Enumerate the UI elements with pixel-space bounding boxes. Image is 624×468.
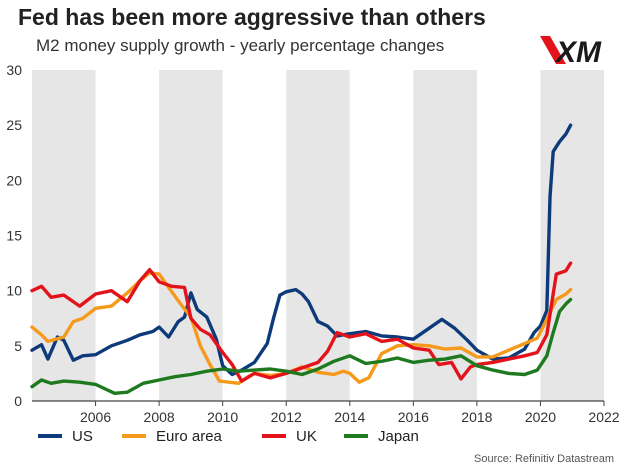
y-tick-label-5: 5 bbox=[14, 338, 22, 354]
x-tick-label-2010: 2010 bbox=[207, 409, 238, 425]
y-tick-label-25: 25 bbox=[6, 117, 22, 133]
logo-red-slash bbox=[540, 36, 566, 64]
y-tick-label-30: 30 bbox=[6, 62, 22, 78]
x-tick-label-2016: 2016 bbox=[398, 409, 429, 425]
y-tick-label-0: 0 bbox=[14, 393, 22, 409]
chart-title: Fed has been more aggressive than others bbox=[18, 4, 486, 30]
legend-item-euro-area: Euro area bbox=[122, 428, 223, 445]
x-tick-label-2014: 2014 bbox=[334, 409, 365, 425]
legend-label-us: US bbox=[72, 428, 93, 445]
xm-logo: XM bbox=[540, 36, 602, 69]
legend-label-uk: UK bbox=[296, 428, 317, 445]
legend-label-japan: Japan bbox=[378, 428, 419, 445]
x-tick-label-2018: 2018 bbox=[461, 409, 492, 425]
x-tick-label-2022: 2022 bbox=[588, 409, 619, 425]
shaded-band-0 bbox=[32, 70, 96, 401]
legend-item-japan: Japan bbox=[344, 428, 419, 445]
shaded-band-2 bbox=[286, 70, 350, 401]
x-tick-label-2008: 2008 bbox=[144, 409, 175, 425]
x-tick-label-2020: 2020 bbox=[525, 409, 556, 425]
chart-subtitle: M2 money supply growth - yearly percenta… bbox=[36, 36, 445, 55]
series-line-japan bbox=[30, 297, 573, 395]
legend-label-euro-area: Euro area bbox=[156, 428, 223, 445]
logo-text: XM bbox=[554, 36, 602, 69]
series-line-uk bbox=[30, 261, 573, 383]
legend-item-us: US bbox=[38, 428, 93, 445]
source-note: Source: Refinitiv Datastream bbox=[474, 453, 614, 465]
y-tick-label-10: 10 bbox=[6, 283, 22, 299]
y-tick-label-15: 15 bbox=[6, 228, 22, 244]
legend-item-uk: UK bbox=[262, 428, 317, 445]
shaded-band-1 bbox=[159, 70, 223, 401]
x-tick-label-2012: 2012 bbox=[271, 409, 302, 425]
y-tick-label-20: 20 bbox=[6, 172, 22, 188]
x-tick-label-2006: 2006 bbox=[80, 409, 111, 425]
